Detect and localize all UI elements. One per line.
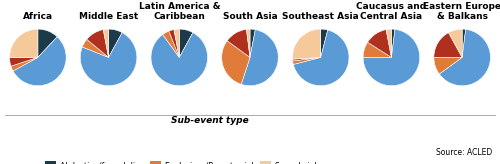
Wedge shape (169, 30, 179, 57)
Wedge shape (363, 42, 392, 57)
Wedge shape (250, 29, 256, 57)
Title: Southeast Asia: Southeast Asia (282, 12, 359, 21)
Wedge shape (294, 30, 349, 86)
Wedge shape (10, 29, 38, 57)
Title: Caucasus and
Central Asia: Caucasus and Central Asia (356, 2, 426, 21)
Wedge shape (222, 41, 250, 84)
Title: Southeastern &
Eastern Europe
& Balkans: Southeastern & Eastern Europe & Balkans (422, 0, 500, 21)
Wedge shape (440, 29, 490, 86)
Wedge shape (246, 29, 250, 57)
Wedge shape (10, 57, 38, 66)
Wedge shape (151, 33, 208, 86)
Wedge shape (227, 29, 250, 57)
Wedge shape (180, 29, 193, 57)
Title: Latin America &
Caribbean: Latin America & Caribbean (138, 2, 220, 21)
Wedge shape (292, 57, 320, 64)
Text: Sub-event type: Sub-event type (171, 116, 249, 125)
Title: Middle East: Middle East (79, 12, 138, 21)
Title: South Asia: South Asia (222, 12, 278, 21)
Wedge shape (80, 33, 137, 86)
Text: Sexual violence: Sexual violence (275, 162, 335, 164)
Wedge shape (242, 30, 279, 86)
Wedge shape (82, 39, 108, 57)
Title: Africa: Africa (23, 12, 53, 21)
Wedge shape (434, 57, 462, 74)
Wedge shape (108, 29, 122, 57)
Wedge shape (462, 29, 466, 57)
Wedge shape (392, 29, 395, 57)
Wedge shape (13, 37, 66, 86)
Wedge shape (104, 29, 108, 57)
Wedge shape (434, 33, 462, 57)
Wedge shape (448, 29, 462, 57)
Wedge shape (162, 31, 180, 57)
Text: Abduction/forced disappearance: Abduction/forced disappearance (60, 162, 184, 164)
Wedge shape (174, 29, 180, 57)
Wedge shape (363, 29, 420, 86)
Wedge shape (87, 30, 108, 57)
Wedge shape (368, 30, 392, 57)
Wedge shape (292, 57, 320, 61)
Text: Source: ACLED: Source: ACLED (436, 148, 492, 157)
Wedge shape (38, 29, 57, 57)
Wedge shape (386, 29, 392, 57)
Wedge shape (320, 29, 328, 57)
Wedge shape (292, 29, 320, 59)
Text: Explosions/Remote violence: Explosions/Remote violence (165, 162, 272, 164)
Wedge shape (11, 57, 38, 71)
